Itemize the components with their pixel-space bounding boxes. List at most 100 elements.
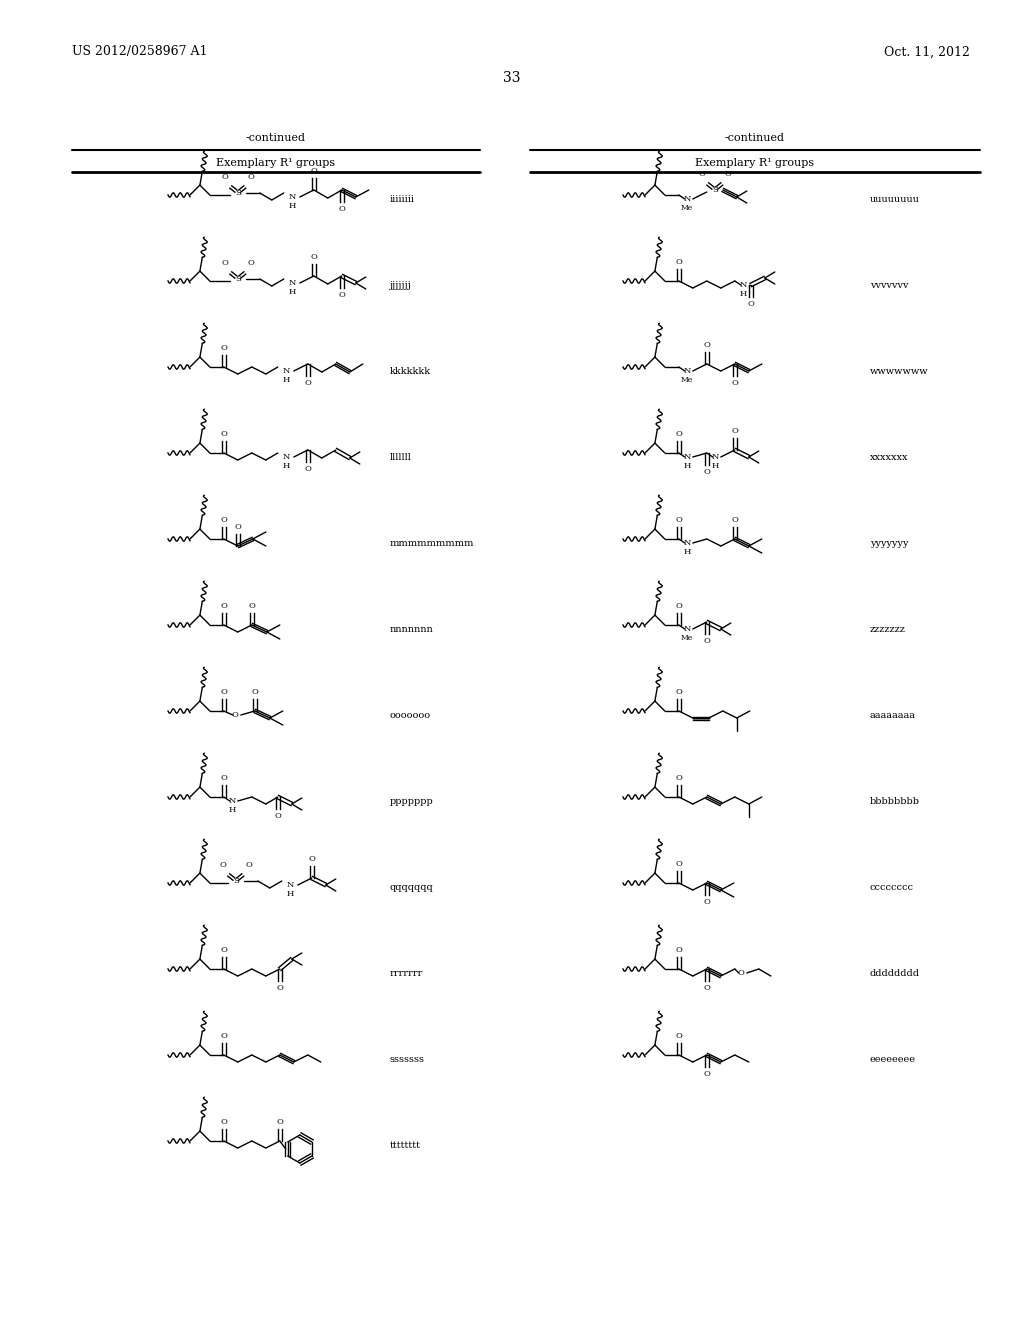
Text: O: O [676,688,682,696]
Text: uuuuuuuu: uuuuuuuu [870,195,920,205]
Text: xxxxxxx: xxxxxxx [870,454,908,462]
Text: O: O [703,469,711,477]
Text: O: O [703,638,711,645]
Text: O: O [731,426,738,436]
Text: O: O [220,1032,227,1040]
Text: S: S [234,189,241,197]
Text: O: O [220,1118,227,1126]
Text: N: N [683,453,690,461]
Text: O: O [703,1071,711,1078]
Text: O: O [676,946,682,954]
Text: O: O [220,602,227,610]
Text: rrrrrrr: rrrrrrr [390,969,423,978]
Text: sssssss: sssssss [390,1056,425,1064]
Text: O: O [219,861,226,869]
Text: O: O [221,259,228,267]
Text: O: O [338,290,345,300]
Text: H: H [282,462,290,470]
Text: O: O [304,465,311,473]
Text: Me: Me [681,205,693,213]
Text: O: O [221,173,228,181]
Text: Me: Me [681,634,693,642]
Text: aaaaaaaa: aaaaaaaa [870,711,916,721]
Text: O: O [231,711,239,719]
Text: O: O [676,257,682,267]
Text: N: N [739,281,746,289]
Text: wwwwwww: wwwwwww [870,367,929,376]
Text: O: O [737,969,744,977]
Text: O: O [676,516,682,524]
Text: N: N [683,539,690,546]
Text: N: N [711,453,719,461]
Text: N: N [288,193,296,201]
Text: eeeeeeee: eeeeeeee [870,1056,916,1064]
Text: O: O [276,983,284,993]
Text: N: N [683,624,690,634]
Text: O: O [276,1118,284,1126]
Text: H: H [282,376,290,384]
Text: iiiiiiii: iiiiiiii [390,195,415,205]
Text: N: N [286,880,294,888]
Text: bbbbbbbb: bbbbbbbb [870,797,920,807]
Text: tttttttt: tttttttt [390,1142,421,1151]
Text: O: O [220,516,227,524]
Text: N: N [282,453,290,461]
Text: S: S [712,186,718,194]
Text: N: N [282,367,290,375]
Text: O: O [310,168,317,176]
Text: qqqqqqq: qqqqqqq [390,883,434,892]
Text: O: O [731,379,738,387]
Text: O: O [310,253,317,261]
Text: zzzzzzz: zzzzzzz [870,626,906,635]
Text: O: O [220,345,227,352]
Text: O: O [234,523,242,531]
Text: H: H [683,462,690,470]
Text: H: H [288,202,296,210]
Text: jjjjjjj: jjjjjjj [390,281,412,290]
Text: N: N [683,367,690,375]
Text: O: O [724,170,731,178]
Text: O: O [304,379,311,387]
Text: O: O [703,898,711,906]
Text: mmmmmmmmm: mmmmmmmmm [390,540,474,549]
Text: O: O [274,812,282,820]
Text: O: O [676,861,682,869]
Text: H: H [711,462,719,470]
Text: cccccccc: cccccccc [870,883,914,892]
Text: -continued: -continued [725,133,785,143]
Text: lllllll: lllllll [390,454,412,462]
Text: Me: Me [681,376,693,384]
Text: O: O [220,774,227,781]
Text: O: O [731,516,738,524]
Text: O: O [676,774,682,781]
Text: S: S [232,876,239,884]
Text: Exemplary R¹ groups: Exemplary R¹ groups [216,158,336,168]
Text: H: H [288,288,296,296]
Text: H: H [683,548,690,556]
Text: O: O [248,259,254,267]
Text: yyyyyyy: yyyyyyy [870,540,908,549]
Text: O: O [220,688,227,696]
Text: O: O [248,173,254,181]
Text: H: H [739,290,746,298]
Text: O: O [220,946,227,954]
Text: O: O [703,983,711,993]
Text: O: O [676,602,682,610]
Text: -continued: -continued [246,133,306,143]
Text: vvvvvvv: vvvvvvv [870,281,908,290]
Text: kkkkkkk: kkkkkkk [390,367,431,376]
Text: O: O [249,602,255,610]
Text: N: N [683,195,690,203]
Text: ooooooo: ooooooo [390,711,431,721]
Text: US 2012/0258967 A1: US 2012/0258967 A1 [72,45,208,58]
Text: N: N [228,797,236,805]
Text: O: O [703,341,711,348]
Text: ppppppp: ppppppp [390,797,434,807]
Text: H: H [228,807,236,814]
Text: Oct. 11, 2012: Oct. 11, 2012 [884,45,970,58]
Text: O: O [246,861,252,869]
Text: O: O [251,688,258,696]
Text: S: S [234,275,241,282]
Text: H: H [286,890,294,898]
Text: O: O [220,430,227,438]
